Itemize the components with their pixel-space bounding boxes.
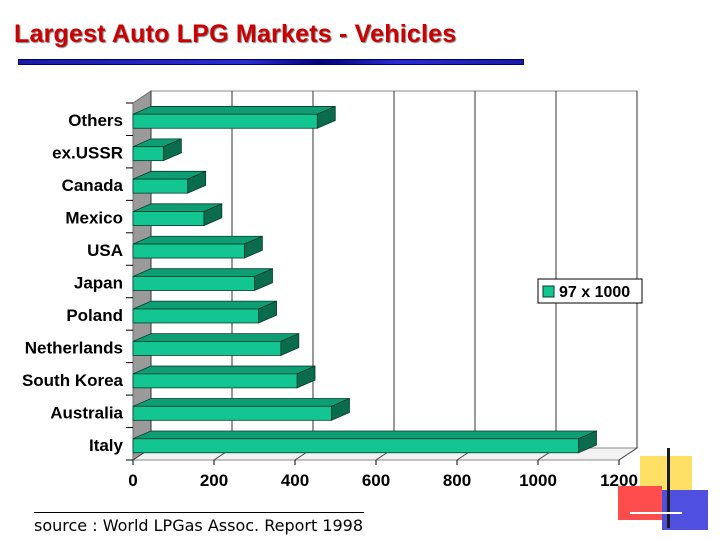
bar-front-face <box>132 438 579 454</box>
bar-front-face <box>132 405 332 421</box>
bar-front-face <box>132 276 255 291</box>
bar-top-face <box>132 430 597 440</box>
source-divider <box>34 512 364 513</box>
bar <box>132 268 273 292</box>
x-tick-label: 1000 <box>519 471 557 490</box>
y-category-label: Netherlands <box>25 338 123 357</box>
bar <box>132 430 597 454</box>
y-category-label: Japan <box>74 274 123 293</box>
decor-horizontal-line <box>630 512 682 514</box>
decor-red-square <box>618 486 662 520</box>
bar-front-face <box>132 308 259 324</box>
bar <box>132 105 336 129</box>
bar <box>132 365 316 389</box>
bar-top-face <box>132 398 350 407</box>
bar <box>132 235 263 259</box>
chart-bars <box>132 105 597 454</box>
x-tick-label: 200 <box>200 471 228 490</box>
y-category-label: South Korea <box>22 371 124 390</box>
bar-front-face <box>132 243 245 259</box>
y-category-label: Canada <box>62 176 124 195</box>
bar <box>132 170 207 194</box>
decor-vertical-line <box>667 448 670 528</box>
bar <box>132 332 300 357</box>
legend-label: 97 x 1000 <box>559 284 630 301</box>
y-category-label: Mexico <box>65 209 123 228</box>
y-axis-labels: Others ex.USSR Canada Mexico USA Japan Poland N… <box>22 102 133 461</box>
bar <box>132 203 223 227</box>
bar <box>132 138 182 162</box>
bar-front-face <box>132 178 189 194</box>
legend-box <box>537 278 643 304</box>
x-tick-label: 800 <box>443 471 471 490</box>
bar-top-face <box>132 300 277 310</box>
x-tick-label: 600 <box>362 471 390 490</box>
chart-legend: 97 x 1000 <box>537 278 643 304</box>
bar-front-face <box>132 341 282 356</box>
y-category-label: Others <box>68 111 123 130</box>
bar-top-face <box>132 365 316 375</box>
floor-gridline <box>618 447 638 461</box>
title-underline <box>18 59 524 65</box>
bar-top-face <box>132 268 273 277</box>
bar-top-face <box>132 333 299 342</box>
y-category-label: Australia <box>50 403 123 422</box>
bar-front-face <box>132 211 205 226</box>
bar-top-face <box>132 235 263 245</box>
y-category-label: USA <box>87 241 123 260</box>
x-axis-ticks: 0 200 400 600 800 1000 1200 <box>128 471 638 490</box>
slide-title: Largest Auto LPG Markets - Vehicles <box>14 20 457 48</box>
legend-swatch <box>542 285 555 298</box>
bar <box>132 397 350 421</box>
x-tick-label: 400 <box>281 471 309 490</box>
source-note: source : World LPGas Assoc. Report 1998 <box>34 516 364 535</box>
x-tick-label: 1200 <box>600 471 638 490</box>
y-category-label: Poland <box>66 306 123 325</box>
bar <box>132 300 277 324</box>
bar-front-face <box>132 146 164 162</box>
bar-top-face <box>132 106 336 115</box>
bar-front-face <box>132 113 318 129</box>
y-category-label: ex.USSR <box>52 144 123 163</box>
y-category-label: Italy <box>89 436 124 455</box>
bar-front-face <box>132 373 298 389</box>
x-tick-label: 0 <box>128 471 137 490</box>
